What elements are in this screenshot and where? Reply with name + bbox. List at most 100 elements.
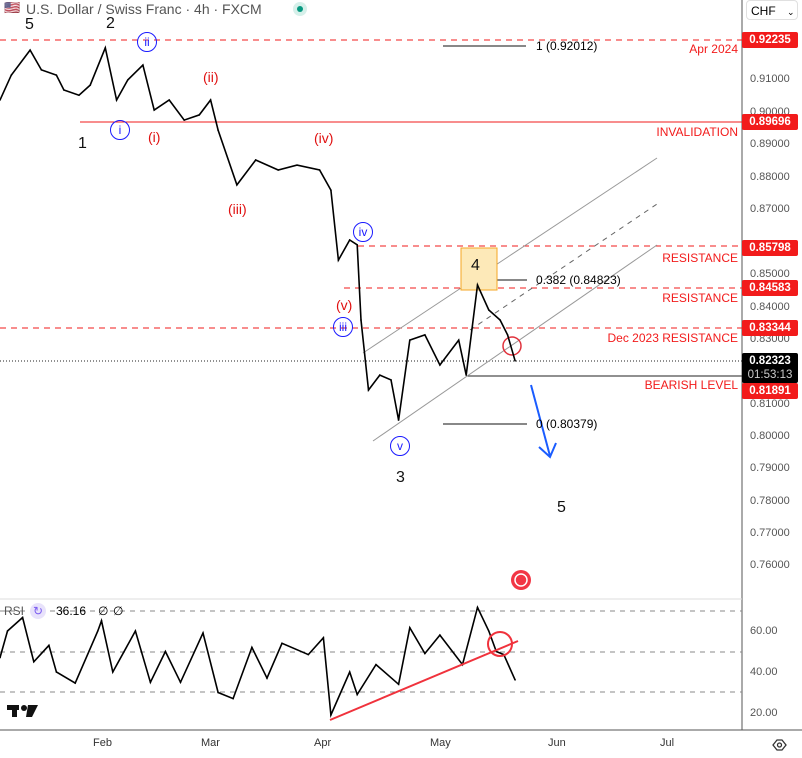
price-line-point	[63, 89, 65, 91]
price-line-point	[356, 244, 359, 246]
current-price: 0.82323	[749, 355, 791, 367]
price-line-point	[40, 69, 43, 71]
price-line-point	[183, 119, 186, 121]
time-tick: Jun	[548, 737, 566, 749]
rsi-line-point	[266, 677, 268, 679]
price-line-point	[360, 319, 362, 321]
wave-label: 5	[557, 499, 566, 516]
rsi-tick: 60.00	[750, 625, 778, 637]
price-tick: 0.83000	[750, 333, 790, 345]
invalidation-label: INVALIDATION	[656, 125, 738, 139]
price-line-point	[78, 94, 80, 96]
price-line-point	[127, 79, 129, 81]
rsi-line-point	[48, 644, 50, 647]
rsi-line-point	[330, 714, 332, 716]
resistance2-price-badge: 0.84583	[742, 280, 798, 296]
price-line-point	[29, 49, 31, 51]
price-line	[0, 45, 516, 421]
rsi-line-point	[96, 630, 99, 632]
rsi-line-point	[348, 671, 351, 673]
rsi-line-point	[375, 663, 377, 666]
wave-label: (v)	[336, 297, 353, 313]
price-line-point	[514, 360, 516, 362]
rsi-break-circle	[487, 631, 513, 657]
price-line-point	[254, 159, 257, 161]
price-line-point	[55, 74, 58, 76]
resistance1-price-badge: 0.85798	[742, 240, 798, 256]
rsi-line-point	[356, 693, 359, 696]
refresh-icon[interactable]: ↻	[30, 603, 46, 619]
price-tick: 0.89000	[750, 138, 790, 150]
rsi-line-point	[134, 630, 137, 632]
rsi-line-point	[55, 671, 58, 673]
resistance-label-1: RESISTANCE	[662, 251, 738, 265]
rsi-line-point	[409, 626, 411, 629]
price-line-point	[10, 74, 13, 76]
rsi-line-point	[6, 630, 9, 632]
apr2024-label: Apr 2024	[689, 42, 738, 56]
price-line-point	[236, 184, 238, 186]
price-line-point	[277, 169, 280, 171]
price-line-point	[499, 319, 501, 321]
price-tick: 0.77000	[750, 527, 790, 539]
rsi-line-point	[100, 619, 103, 622]
flag-icon: 🇺🇸	[4, 0, 21, 15]
currency-dropdown[interactable]: CHF ⌄	[746, 0, 798, 20]
wave-label: 4	[471, 257, 480, 274]
price-line-point	[465, 374, 468, 376]
price-line-point	[506, 334, 509, 336]
rsi-line-point	[439, 634, 441, 636]
channel-middle[interactable]	[469, 203, 658, 331]
price-line-point	[104, 47, 107, 49]
dec2023-resistance-label: Dec 2023 RESISTANCE	[607, 331, 739, 345]
rsi-trendline[interactable]	[329, 640, 519, 721]
price-line-point	[296, 164, 298, 166]
price-tick: 0.81000	[750, 398, 790, 410]
rsi-line	[0, 605, 516, 719]
apr2024-price-badge: 0.92235	[742, 32, 798, 48]
wave-label: (iii)	[228, 201, 247, 217]
rsi-line-point	[397, 683, 400, 686]
rsi-indicator-label[interactable]: RSI	[4, 604, 25, 618]
rsi-line-point	[74, 682, 76, 684]
fib-382-label: 0.382 (0.84823)	[536, 273, 621, 287]
rsi-na-value: ∅	[98, 604, 109, 618]
rsi-line-point	[251, 646, 253, 649]
currency-label: CHF	[751, 4, 776, 18]
price-line-point	[217, 129, 219, 131]
time-tick: May	[430, 737, 451, 749]
price-line-point	[439, 364, 441, 366]
time-tick: Feb	[93, 737, 112, 749]
news-event-icon[interactable]	[511, 570, 531, 590]
wave-label: 1	[78, 135, 87, 152]
time-tick: Mar	[201, 737, 220, 749]
wave-label: (ii)	[203, 69, 219, 85]
price-line-point	[0, 99, 1, 101]
bearish-level-label: BEARISH LEVEL	[644, 378, 738, 392]
price-tick: 0.91000	[750, 73, 790, 85]
wave-label: 5	[25, 16, 34, 33]
rsi-line-point	[281, 642, 283, 645]
dec2023-price-badge: 0.83344	[742, 320, 798, 336]
channel-lower[interactable]	[372, 244, 658, 442]
rsi-line-point	[232, 697, 234, 700]
wave-label: iii	[333, 317, 353, 337]
market-status-icon[interactable]	[293, 2, 307, 16]
news-event-icon-inner	[514, 573, 528, 587]
price-tick: 0.79000	[750, 462, 790, 474]
resistance-label-2: RESISTANCE	[662, 291, 738, 305]
rsi-line-point	[164, 650, 167, 653]
channel-upper[interactable]	[362, 157, 658, 354]
settings-gear-icon[interactable]	[772, 739, 787, 751]
rsi-line-point	[424, 652, 426, 655]
price-tick: 0.87000	[750, 203, 790, 215]
price-tick: 0.78000	[750, 495, 790, 507]
bearish-arrow-icon[interactable]	[530, 384, 557, 459]
price-line-point	[115, 99, 118, 101]
rsi-line-point	[322, 636, 325, 639]
symbol-title[interactable]: U.S. Dollar / Swiss Franc · 4h · FXCM	[26, 1, 262, 17]
price-line-point	[142, 64, 144, 66]
price-tick: 0.85000	[750, 268, 790, 280]
